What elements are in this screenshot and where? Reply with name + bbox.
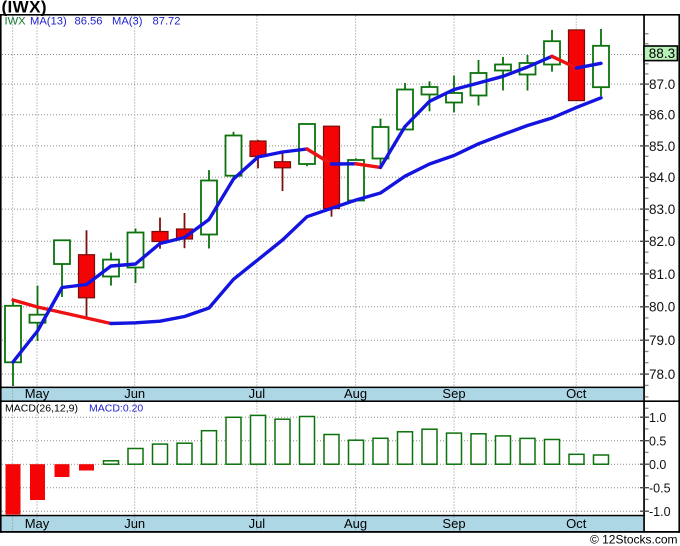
svg-text:Oct: Oct: [566, 386, 587, 401]
svg-text:82.0: 82.0: [649, 234, 675, 249]
svg-text:0.0: 0.0: [649, 458, 666, 472]
svg-text:80.0: 80.0: [649, 300, 675, 315]
svg-text:78.0: 78.0: [649, 367, 675, 382]
svg-text:Jun: Jun: [124, 386, 145, 401]
svg-text:87.72: 87.72: [153, 15, 181, 27]
svg-text:Sep: Sep: [442, 386, 465, 401]
svg-text:85.0: 85.0: [649, 139, 675, 154]
svg-text:May: May: [25, 386, 50, 401]
svg-text:83.0: 83.0: [649, 202, 675, 217]
svg-text:MACD(26,12,9): MACD(26,12,9): [5, 403, 78, 415]
svg-text:1.0: 1.0: [649, 411, 666, 425]
svg-text:MA(13): MA(13): [30, 15, 67, 27]
svg-text:79.0: 79.0: [649, 333, 675, 348]
svg-text:88.3: 88.3: [649, 46, 675, 61]
svg-text:-0.5: -0.5: [649, 481, 671, 495]
svg-text:Sep: Sep: [442, 516, 465, 531]
svg-text:86.0: 86.0: [649, 108, 675, 123]
svg-text:© 12Stocks.com: © 12Stocks.com: [590, 532, 678, 546]
svg-text:MA(3): MA(3): [112, 15, 143, 27]
svg-text:Jul: Jul: [249, 516, 266, 531]
svg-text:84.0: 84.0: [649, 170, 675, 185]
svg-text:Aug: Aug: [344, 386, 367, 401]
svg-text:86.56: 86.56: [75, 15, 103, 27]
svg-text:(IWX): (IWX): [2, 0, 47, 16]
svg-text:Aug: Aug: [344, 516, 367, 531]
svg-text:IWX: IWX: [5, 15, 27, 27]
svg-text:0.5: 0.5: [649, 434, 666, 448]
svg-text:81.0: 81.0: [649, 267, 675, 282]
svg-text:Oct: Oct: [566, 516, 587, 531]
svg-text:Jun: Jun: [124, 516, 145, 531]
svg-text:87.0: 87.0: [649, 77, 675, 92]
svg-text:-1.0: -1.0: [649, 505, 671, 519]
svg-text:Jul: Jul: [249, 386, 266, 401]
svg-text:May: May: [25, 516, 50, 531]
svg-text:MACD:0.20: MACD:0.20: [89, 403, 143, 415]
